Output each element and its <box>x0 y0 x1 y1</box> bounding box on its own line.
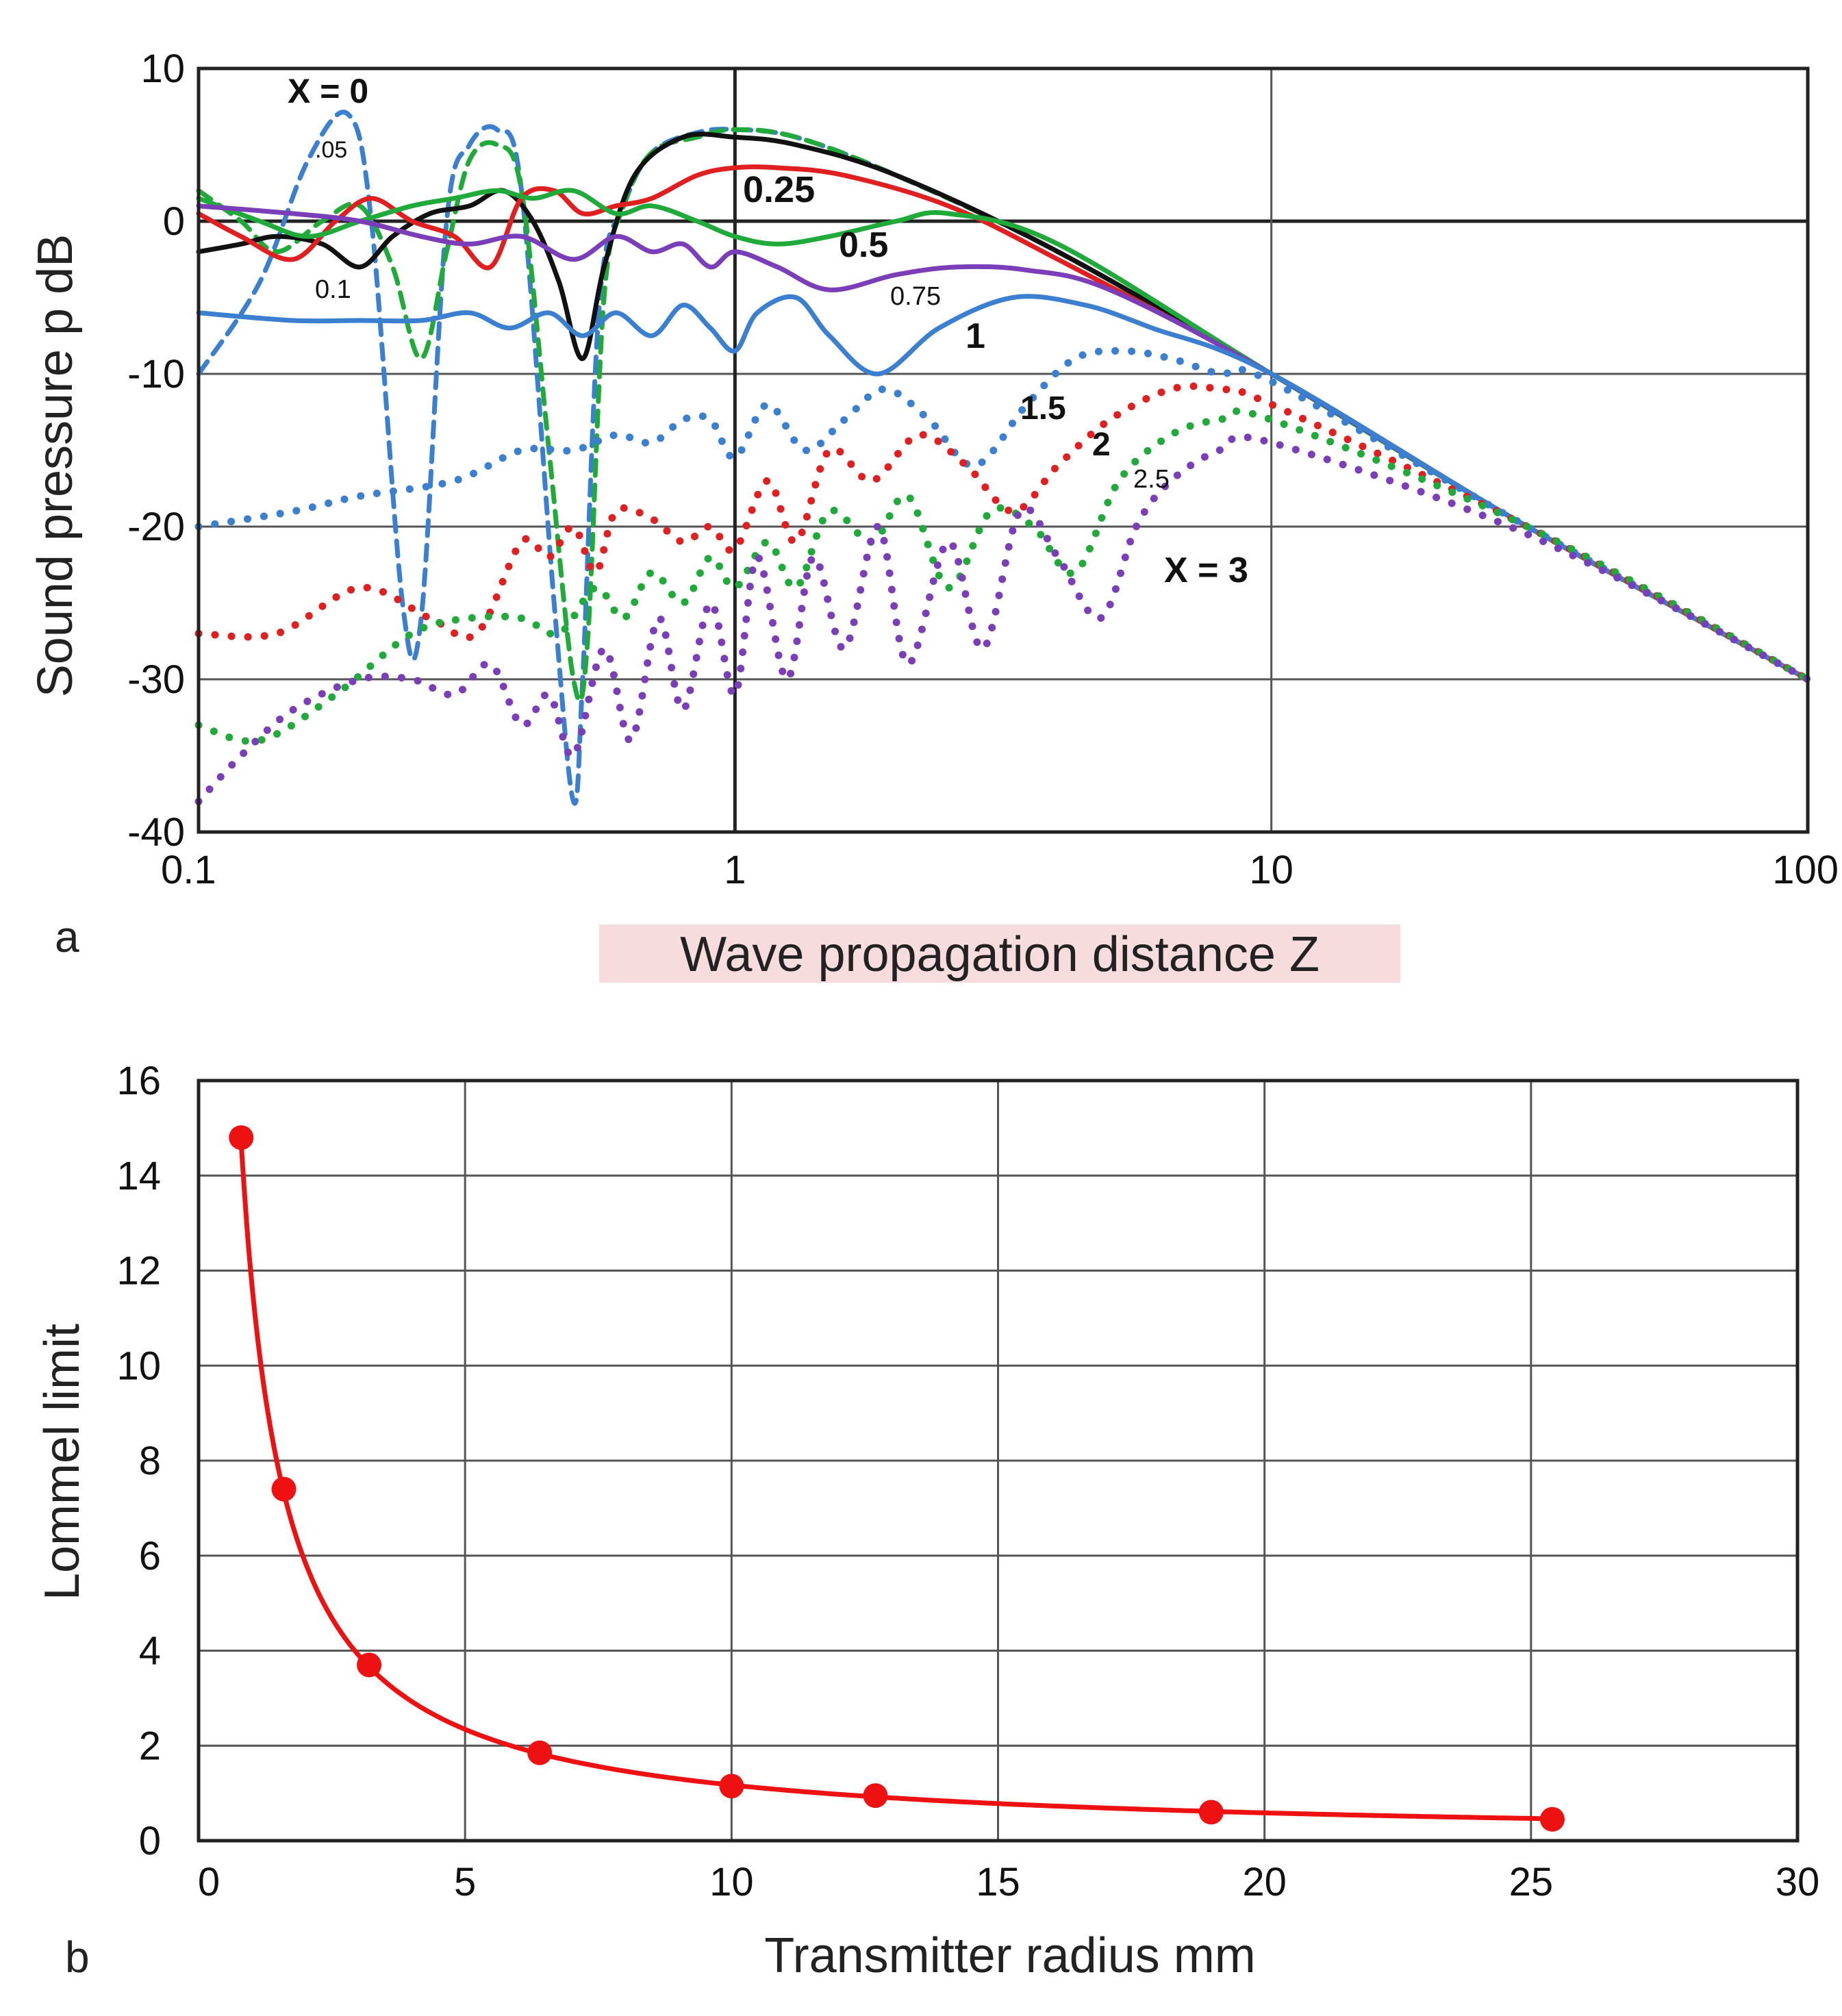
chart-a-series-line-10 <box>194 433 1812 805</box>
chart-b-frame <box>197 1079 1800 1843</box>
chart-b-series <box>229 1125 1565 1832</box>
chart-b-ytick-label: 16 <box>116 1059 161 1103</box>
chart-b-xtick-label: 30 <box>1776 1860 1820 1904</box>
curve-label-2: 2 <box>1092 427 1111 463</box>
chart-a-y-axis-title: Sound pressure p dB <box>28 234 83 697</box>
chart-b-data-point <box>719 1774 744 1799</box>
curve-label-x0: X = 0 <box>288 72 368 110</box>
curve-label-0-25: 0.25 <box>743 169 815 210</box>
chart-b-data-point <box>863 1783 888 1809</box>
chart-a-ytick-label: -40 <box>127 810 185 855</box>
chart-a-series-line-6 <box>196 294 1811 682</box>
curve-label-0-75: 0.75 <box>890 282 941 311</box>
chart-a-series <box>194 110 1812 806</box>
chart-a-x-axis-title: Wave propagation distance Z <box>680 927 1320 982</box>
chart-a-frame <box>197 66 1810 834</box>
chart-a-ticks: 100-10-20-30-400.1 1 10 100 <box>127 47 1839 892</box>
chart-a-series-line-7 <box>194 346 1812 683</box>
chart-b: 0 2 4 6 8 10 12 14 16 0 5 10 15 20 25 30 Lommel limit T… <box>35 1059 1819 1983</box>
chart-b-ytick-label: 8 <box>139 1439 161 1483</box>
curve-label-1-5: 1.5 <box>1020 390 1066 427</box>
chart-b-xtick-label: 15 <box>976 1860 1020 1904</box>
chart-a-x-title-highlight <box>599 924 1400 983</box>
chart-b-x-axis-title: Transmitter radius mm <box>764 1928 1255 1983</box>
chart-b-ytick-label: 6 <box>139 1534 161 1578</box>
chart-b-data-point <box>229 1125 254 1150</box>
chart-a-xtick-label: 100 <box>1772 848 1839 892</box>
chart-b-ytick-label: 4 <box>139 1629 161 1674</box>
chart-a-xtick-label: 10 <box>1249 848 1294 892</box>
chart-b-panel-label: b <box>65 1932 90 1982</box>
chart-b-xtick-label: 0 <box>198 1860 220 1904</box>
curve-label-1: 1 <box>966 316 985 356</box>
curve-label-0-1: 0.1 <box>315 275 351 304</box>
chart-a-series-line-9 <box>194 407 1812 745</box>
curve-label-0-5: 0.5 <box>839 225 888 265</box>
chart-b-ytick-label: 0 <box>139 1819 161 1863</box>
chart-a-ytick-label: 0 <box>163 199 185 244</box>
chart-a-xtick-label: 0.1 <box>161 848 216 892</box>
chart-b-data-point <box>271 1476 297 1502</box>
chart-a-ytick-label: -30 <box>127 657 185 702</box>
chart-a-panel-label: a <box>55 912 79 961</box>
chart-a-ytick-label: 10 <box>140 47 185 91</box>
chart-b-ytick-label: 2 <box>139 1724 161 1768</box>
chart-b-ytick-label: 12 <box>116 1249 161 1294</box>
chart-a-ytick-label: -10 <box>127 352 185 396</box>
chart-b-xtick-label: 25 <box>1509 1860 1554 1904</box>
chart-b-data-point <box>357 1652 382 1678</box>
chart-b-xtick-label: 5 <box>454 1860 476 1904</box>
chart-b-data-point <box>1539 1806 1565 1832</box>
chart-b-data-point <box>1198 1800 1224 1825</box>
chart-b-ytick-label: 14 <box>116 1154 161 1198</box>
chart-b-grid <box>197 1079 1799 1842</box>
chart-a: 100-10-20-30-400.1 1 10 100 X = 0 .05 0.1 0… <box>0 0 1842 986</box>
curve-label-x3: X = 3 <box>1164 551 1248 590</box>
chart-a-ytick-label: -20 <box>127 505 185 549</box>
chart-b-xtick-label: 10 <box>709 1860 754 1904</box>
curve-label-2-5: 2.5 <box>1133 465 1170 494</box>
chart-b-y-axis-title: Lommel limit <box>35 1324 90 1600</box>
chart-b-ytick-label: 10 <box>116 1344 161 1388</box>
chart-b-xtick-label: 20 <box>1242 1860 1287 1904</box>
curve-label-05: .05 <box>315 137 347 163</box>
chart-b-ticks: 0 2 4 6 8 10 12 14 16 0 5 10 15 20 25 30 <box>116 1059 1819 1904</box>
chart-b-data-point <box>527 1740 553 1765</box>
chart-b-series-line <box>238 1144 1553 1822</box>
chart-a-xtick-label: 1 <box>724 848 746 892</box>
